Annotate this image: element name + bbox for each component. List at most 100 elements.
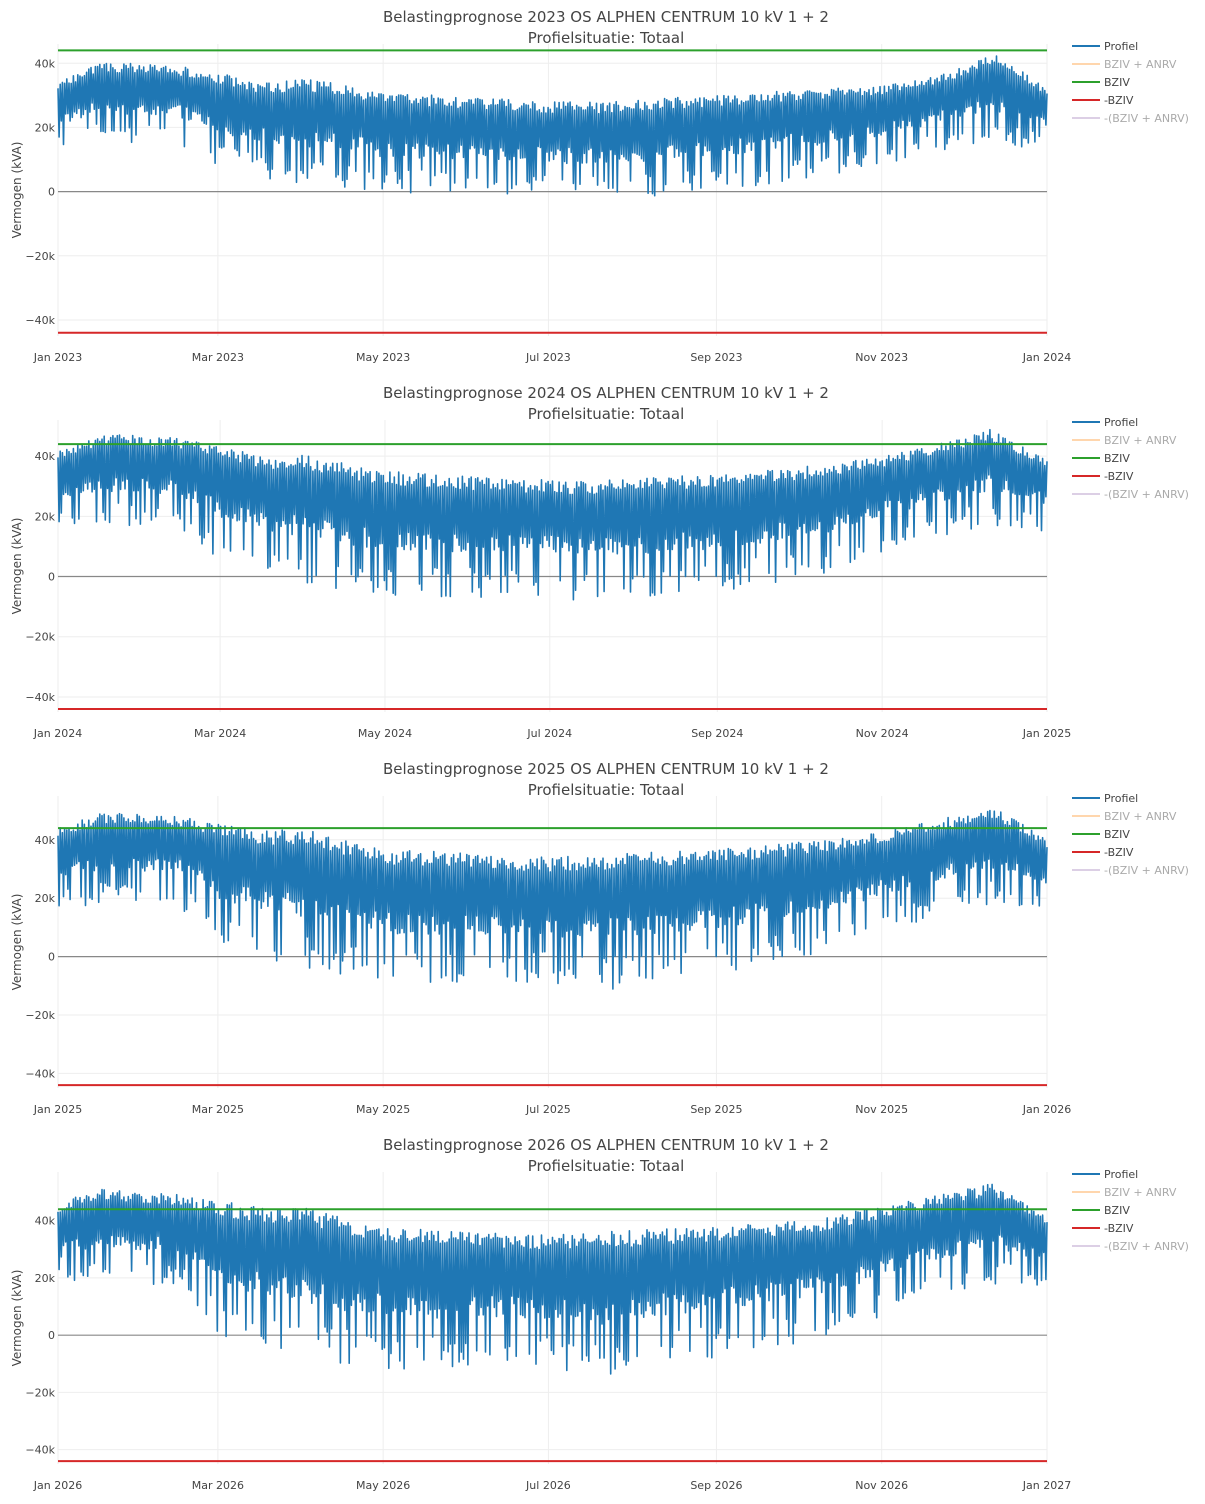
y-axis-label: Vermogen (kVA) xyxy=(10,518,24,615)
y-axis-label: Vermogen (kVA) xyxy=(10,142,24,239)
legend-label: -(BZIV + ANRV) xyxy=(1104,1240,1189,1253)
x-tick-label: Jul 2025 xyxy=(525,1103,571,1116)
x-tick-label: Jul 2024 xyxy=(526,727,572,740)
legend-label: BZIV + ANRV xyxy=(1104,810,1177,823)
y-tick-label: −20k xyxy=(25,1009,55,1022)
legend-item-neg-bziv-anrv[interactable]: -(BZIV + ANRV) xyxy=(1072,112,1189,125)
x-tick-label: Jan 2023 xyxy=(33,351,82,364)
legend-item-neg-bziv-anrv[interactable]: -(BZIV + ANRV) xyxy=(1072,1240,1189,1253)
legend-item-bziv-anrv[interactable]: BZIV + ANRV xyxy=(1072,1186,1177,1199)
x-tick-label: Mar 2023 xyxy=(192,351,244,364)
y-tick-label: 40k xyxy=(35,834,56,847)
y-tick-label: 40k xyxy=(35,57,56,70)
legend-label: Profiel xyxy=(1104,416,1138,429)
x-tick-label: Nov 2025 xyxy=(855,1103,908,1116)
legend-label: -(BZIV + ANRV) xyxy=(1104,864,1189,877)
x-tick-label: Jan 2026 xyxy=(33,1479,82,1492)
x-tick-label: Mar 2026 xyxy=(192,1479,244,1492)
x-tick-label: Jan 2024 xyxy=(1022,351,1071,364)
legend-item-neg-bziv[interactable]: -BZIV xyxy=(1072,1222,1134,1235)
legend-item-neg-bziv[interactable]: -BZIV xyxy=(1072,94,1134,107)
legend-item-bziv[interactable]: BZIV xyxy=(1072,76,1130,89)
y-tick-label: −20k xyxy=(25,250,55,263)
legend-item-bziv[interactable]: BZIV xyxy=(1072,1204,1130,1217)
y-tick-label: 20k xyxy=(35,1272,56,1285)
legend-label: BZIV xyxy=(1104,828,1130,841)
x-tick-label: Jan 2026 xyxy=(1022,1103,1071,1116)
legend-item-bziv-anrv[interactable]: BZIV + ANRV xyxy=(1072,58,1177,71)
legend-item-profiel[interactable]: Profiel xyxy=(1072,416,1138,429)
legend-label: BZIV xyxy=(1104,1204,1130,1217)
x-tick-label: May 2026 xyxy=(356,1479,410,1492)
x-tick-label: Sep 2024 xyxy=(691,727,743,740)
legend-label: BZIV + ANRV xyxy=(1104,1186,1177,1199)
legend-item-bziv[interactable]: BZIV xyxy=(1072,452,1130,465)
y-tick-label: 0 xyxy=(48,1329,55,1342)
chart-legend: Profiel BZIV + ANRV BZIV -BZIV -(BZIV + ANRV… xyxy=(1072,416,1189,501)
legend-item-profiel[interactable]: Profiel xyxy=(1072,1168,1138,1181)
y-tick-label: 20k xyxy=(35,892,56,905)
chart-panel-2026: Belastingprognose 2026 OS ALPHEN CENTRUM… xyxy=(0,1128,1205,1504)
x-tick-label: May 2023 xyxy=(356,351,410,364)
chart-2026: Belastingprognose 2026 OS ALPHEN CENTRUM… xyxy=(10,1136,1189,1492)
legend-label: Profiel xyxy=(1104,1168,1138,1181)
legend-item-profiel[interactable]: Profiel xyxy=(1072,40,1138,53)
legend-item-neg-bziv-anrv[interactable]: -(BZIV + ANRV) xyxy=(1072,488,1189,501)
y-tick-label: −20k xyxy=(25,1386,55,1399)
y-tick-label: 40k xyxy=(35,450,56,463)
chart-2023: Belastingprognose 2023 OS ALPHEN CENTRUM… xyxy=(10,8,1189,364)
legend-item-bziv-anrv[interactable]: BZIV + ANRV xyxy=(1072,810,1177,823)
x-tick-label: Jan 2025 xyxy=(1022,727,1071,740)
legend-item-neg-bziv[interactable]: -BZIV xyxy=(1072,470,1134,483)
chart-panel-2025: Belastingprognose 2025 OS ALPHEN CENTRUM… xyxy=(0,752,1205,1128)
chart-2024: Belastingprognose 2024 OS ALPHEN CENTRUM… xyxy=(10,384,1189,740)
legend-label: BZIV + ANRV xyxy=(1104,58,1177,71)
chart-title: Belastingprognose 2023 OS ALPHEN CENTRUM… xyxy=(383,8,829,26)
chart-subtitle: Profielsituatie: Totaal xyxy=(528,781,685,799)
legend-item-bziv-anrv[interactable]: BZIV + ANRV xyxy=(1072,434,1177,447)
y-tick-label: 20k xyxy=(35,510,56,523)
legend-label: Profiel xyxy=(1104,40,1138,53)
x-tick-label: Jan 2027 xyxy=(1022,1479,1071,1492)
chart-title: Belastingprognose 2026 OS ALPHEN CENTRUM… xyxy=(383,1136,829,1154)
x-tick-label: Sep 2026 xyxy=(690,1479,742,1492)
x-tick-label: Jan 2024 xyxy=(33,727,82,740)
legend-label: -(BZIV + ANRV) xyxy=(1104,488,1189,501)
x-tick-label: Mar 2025 xyxy=(192,1103,244,1116)
x-tick-label: Nov 2026 xyxy=(855,1479,908,1492)
y-tick-label: 20k xyxy=(35,121,56,134)
legend-label: BZIV xyxy=(1104,452,1130,465)
profiel-series-line xyxy=(57,55,1048,197)
legend-label: -BZIV xyxy=(1104,1222,1134,1235)
x-tick-label: Nov 2023 xyxy=(855,351,908,364)
profiel-series-line xyxy=(57,809,1048,990)
legend-item-bziv[interactable]: BZIV xyxy=(1072,828,1130,841)
legend-label: -(BZIV + ANRV) xyxy=(1104,112,1189,125)
y-axis-label: Vermogen (kVA) xyxy=(10,1270,24,1367)
chart-legend: Profiel BZIV + ANRV BZIV -BZIV -(BZIV + ANRV… xyxy=(1072,1168,1189,1253)
x-tick-label: Sep 2025 xyxy=(690,1103,742,1116)
chart-subtitle: Profielsituatie: Totaal xyxy=(528,29,685,47)
y-tick-label: −40k xyxy=(25,1444,55,1457)
chart-subtitle: Profielsituatie: Totaal xyxy=(528,405,685,423)
legend-label: -BZIV xyxy=(1104,470,1134,483)
legend-item-neg-bziv[interactable]: -BZIV xyxy=(1072,846,1134,859)
y-tick-label: 0 xyxy=(48,951,55,964)
x-tick-label: Mar 2024 xyxy=(194,727,246,740)
y-tick-label: 40k xyxy=(35,1215,56,1228)
profiel-series-line xyxy=(57,1183,1048,1375)
chart-panel-2023: Belastingprognose 2023 OS ALPHEN CENTRUM… xyxy=(0,0,1205,376)
x-tick-label: May 2024 xyxy=(358,727,412,740)
chart-title: Belastingprognose 2024 OS ALPHEN CENTRUM… xyxy=(383,384,829,402)
x-tick-label: Jan 2025 xyxy=(33,1103,82,1116)
legend-item-neg-bziv-anrv[interactable]: -(BZIV + ANRV) xyxy=(1072,864,1189,877)
y-tick-label: 0 xyxy=(48,571,55,584)
y-tick-label: −40k xyxy=(25,691,55,704)
profiel-series-line xyxy=(57,428,1048,601)
x-tick-label: Nov 2024 xyxy=(856,727,909,740)
legend-item-profiel[interactable]: Profiel xyxy=(1072,792,1138,805)
x-tick-label: Jul 2023 xyxy=(525,351,571,364)
y-tick-label: −40k xyxy=(25,1067,55,1080)
legend-label: BZIV xyxy=(1104,76,1130,89)
x-tick-label: May 2025 xyxy=(356,1103,410,1116)
